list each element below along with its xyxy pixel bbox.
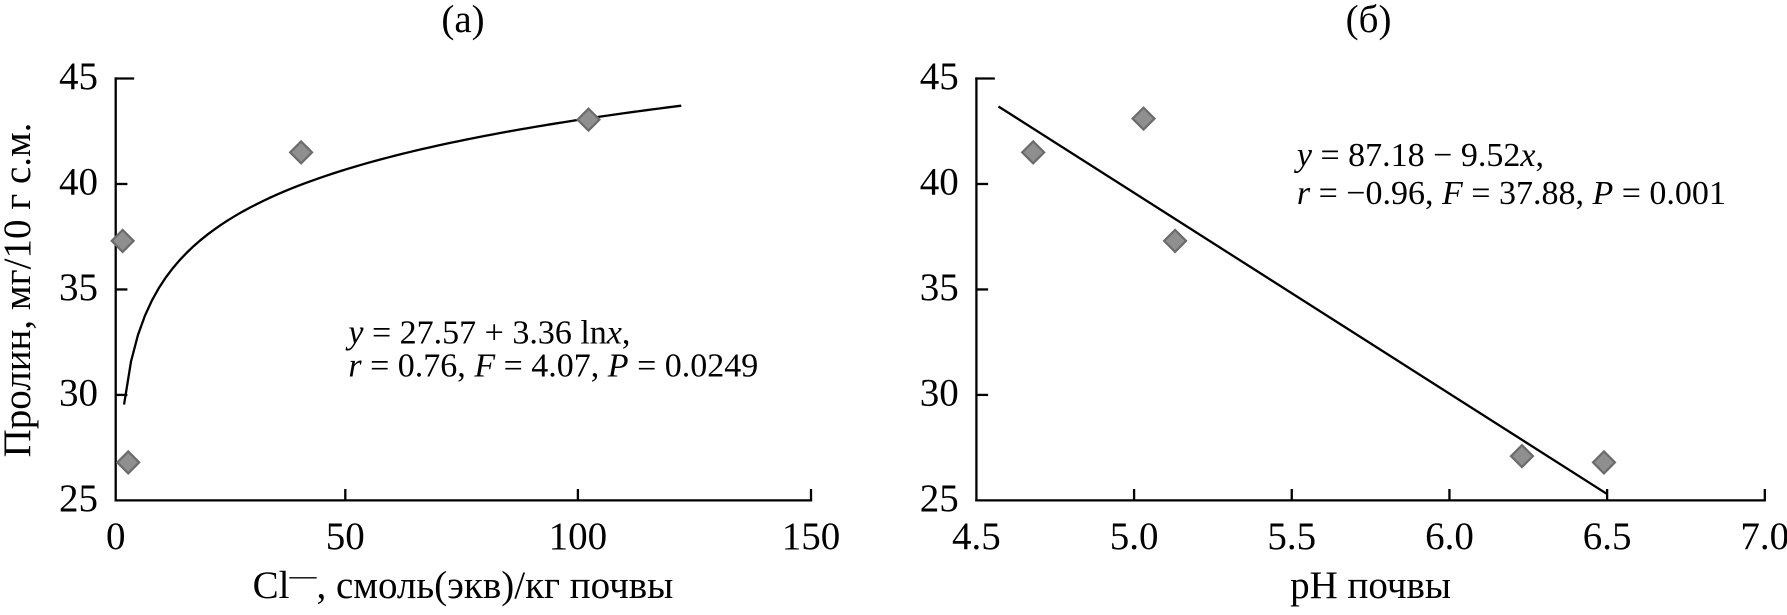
svg-text:25: 25 [59, 477, 98, 520]
svg-text:45: 45 [59, 55, 98, 98]
svg-text:35: 35 [59, 266, 98, 309]
svg-text:(a): (a) [441, 0, 484, 41]
svg-text:Пролин, мг/10 г с.м.: Пролин, мг/10 г с.м. [0, 123, 39, 458]
svg-text:4.5: 4.5 [952, 515, 1001, 558]
svg-text:50: 50 [326, 515, 365, 558]
svg-text:25: 25 [920, 477, 959, 520]
svg-text:100: 100 [549, 515, 608, 558]
svg-text:40: 40 [59, 161, 98, 204]
svg-text:5.0: 5.0 [1110, 515, 1159, 558]
svg-text:45: 45 [920, 55, 959, 98]
svg-text:pH почвы: pH почвы [1290, 564, 1451, 607]
svg-text:35: 35 [920, 266, 959, 309]
svg-text:r = 0.76, F = 4.07, P = 0.0249: r = 0.76, F = 4.07, P = 0.0249 [348, 347, 758, 384]
svg-text:Cl—, смоль(экв)/кг почвы: Cl—, смоль(экв)/кг почвы [253, 560, 674, 607]
svg-text:6.5: 6.5 [1583, 515, 1632, 558]
svg-text:r = −0.96, F = 37.88, P = 0.00: r = −0.96, F = 37.88, P = 0.001 [1297, 175, 1726, 212]
svg-text:0: 0 [106, 515, 126, 558]
svg-text:6.0: 6.0 [1425, 515, 1474, 558]
svg-text:7.0: 7.0 [1740, 515, 1787, 558]
svg-text:(б): (б) [1346, 0, 1392, 41]
svg-text:150: 150 [782, 515, 841, 558]
svg-text:y = 27.57 + 3.36 lnx,: y = 27.57 + 3.36 lnx, [345, 314, 630, 351]
svg-text:30: 30 [59, 372, 98, 415]
svg-text:30: 30 [920, 372, 959, 415]
svg-text:40: 40 [920, 161, 959, 204]
svg-text:y = 87.18 − 9.52x,: y = 87.18 − 9.52x, [1294, 137, 1544, 174]
svg-text:5.5: 5.5 [1267, 515, 1316, 558]
